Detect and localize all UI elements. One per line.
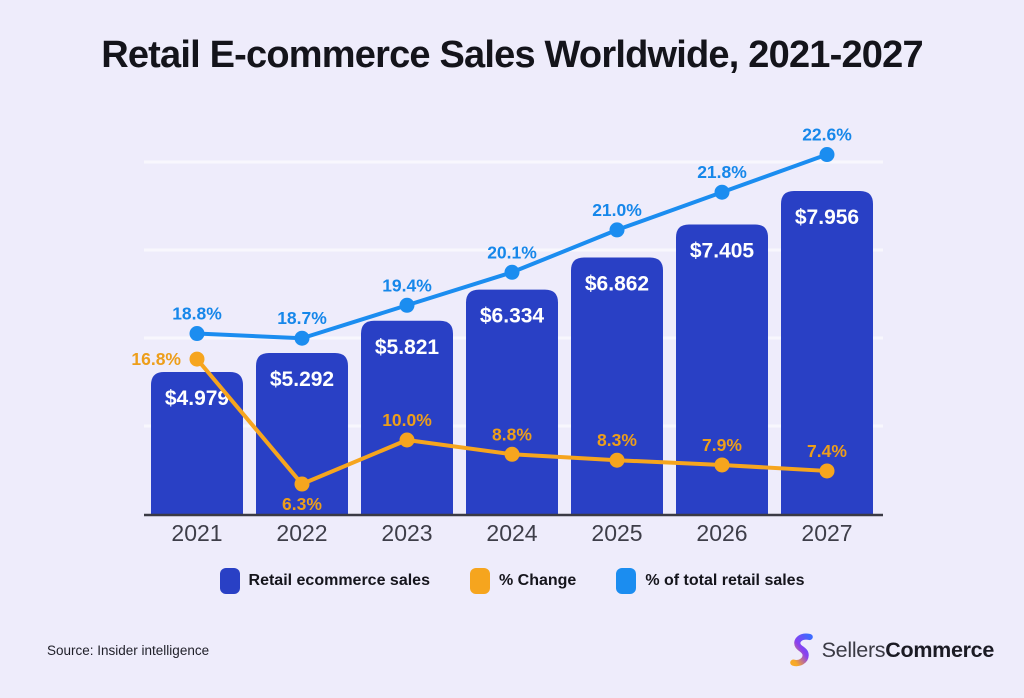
retail-share-label: 18.8% [172,304,222,324]
retail-share-label: 20.1% [487,242,537,262]
page-title: Retail E-commerce Sales Worldwide, 2021-… [101,34,923,76]
pct-change-label: 10.0% [382,410,432,430]
bar-2024 [466,289,558,514]
brand-name: SellersCommerce [821,637,995,663]
retail-share-point [819,147,835,163]
bar-2026 [676,224,768,514]
legend-item: Retail ecommerce sales [219,568,430,594]
brand-name-bold: Commerce [885,637,994,662]
retail-share-label: 22.6% [802,125,852,145]
retail-share-label: 21.8% [697,162,747,182]
bar-value-label: $7.956 [795,206,859,229]
bar-2027 [781,190,873,514]
retail-share-point [294,330,310,346]
legend-item: % Change [469,568,577,594]
legend-label: % of total retail sales [645,572,805,589]
legend-label: % Change [498,572,577,589]
retail-share-point [399,297,415,313]
x-axis-label-2027: 2027 [801,520,852,546]
brand-s-glyph [789,633,813,667]
bar-value-label: $4.979 [165,387,229,410]
pct-change-point [609,452,625,468]
bar-value-label: $6.862 [585,272,649,295]
pct-change-point [714,457,730,473]
x-axis-label-2022: 2022 [276,520,327,546]
x-axis-label-2026: 2026 [696,520,747,546]
bar-value-label: $6.334 [480,305,545,328]
x-axis-label-2021: 2021 [171,520,222,546]
pct-change-label: 7.4% [807,441,847,461]
retail-share-label: 18.7% [277,308,327,328]
legend-swatch [219,568,240,594]
retail-share-label: 21.0% [592,200,642,220]
pct-change-point [189,351,205,367]
pct-change-label: 8.3% [597,430,637,450]
pct-change-label: 6.3% [282,494,322,514]
pct-change-label: 7.9% [702,435,742,455]
bar-value-label: $5.292 [270,368,334,391]
legend-swatch [616,568,637,594]
combo-chart: $4.979 $5.292 $5.821 $6.334 $6.862 $7.405 $7.9… [131,125,883,546]
bar-2021 [151,371,243,514]
pct-change-label: 8.8% [492,424,532,444]
pct-change-point [294,476,310,492]
retail-share-label: 19.4% [382,275,432,295]
sellerscommerce-icon [789,633,813,667]
x-axis-label-2024: 2024 [486,520,537,546]
legend-label: Retail ecommerce sales [248,572,430,589]
pct-change-label: 16.8% [131,349,181,369]
x-axis-label-2023: 2023 [381,520,432,546]
brand-logo: SellersCommerce [788,632,994,668]
bar-value-label: $5.821 [375,336,440,359]
retail-share-point [714,184,730,200]
source-note: Source: Insider intelligence [47,642,210,658]
x-axis-label-2025: 2025 [591,520,642,546]
bar-2023 [361,320,453,514]
bar-value-label: $7.405 [690,239,755,262]
retail-share-point [504,264,520,280]
retail-share-point [189,326,205,342]
footer: Source: Insider intelligence SellersComm… [0,628,1024,672]
legend-swatch [469,568,490,594]
bar-2025 [571,257,663,514]
pct-change-point [819,463,835,479]
chart-legend: Retail ecommerce sales % Change % of total… [0,568,1024,594]
legend-item: % of total retail sales [616,568,804,594]
brand-name-regular: Sellers [821,637,886,662]
pct-change-point [399,432,415,448]
retail-share-point [609,222,625,238]
pct-change-point [504,446,520,462]
